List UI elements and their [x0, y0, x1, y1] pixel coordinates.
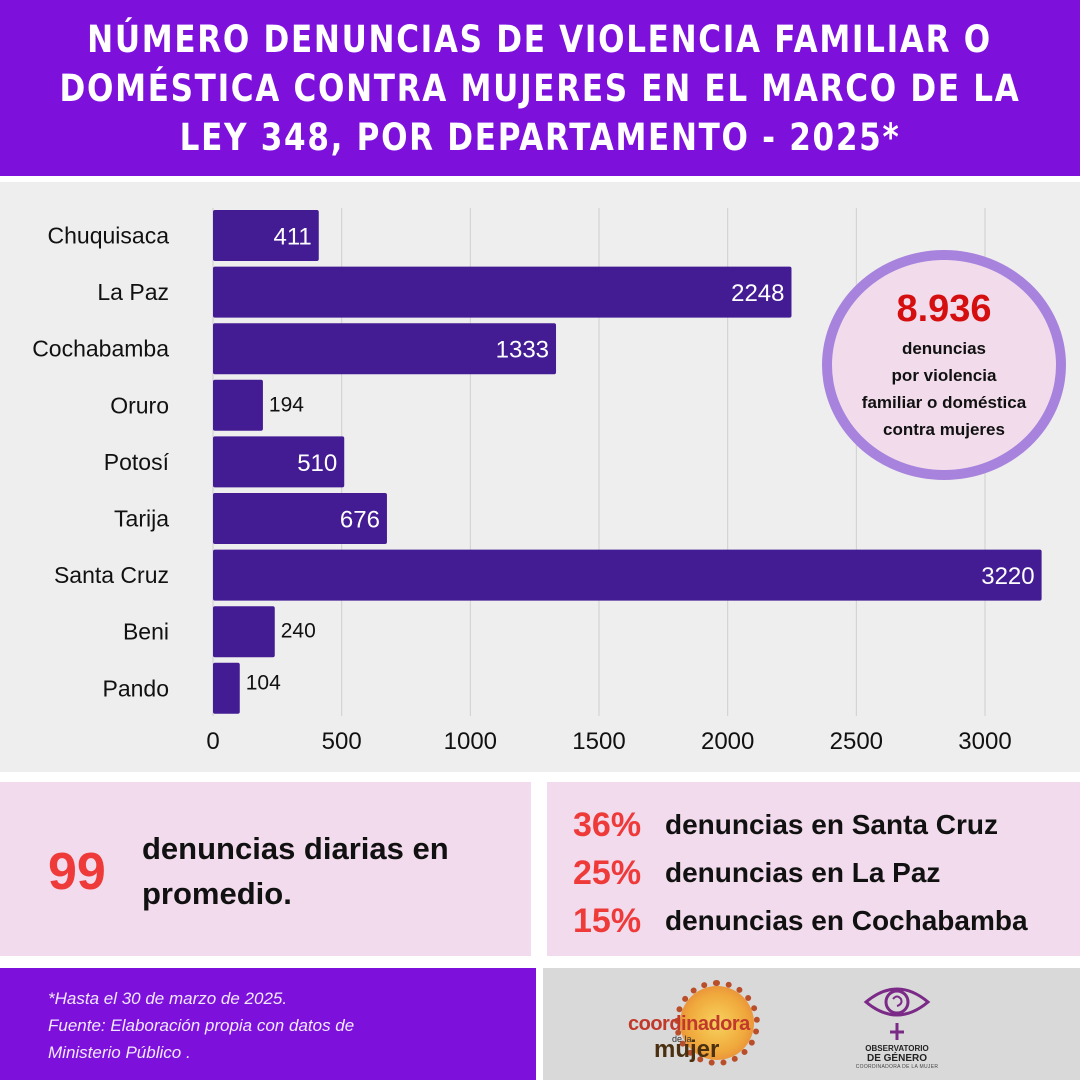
title-line-3: LEY 348, POR DEPARTAMENTO - 2025* [179, 115, 901, 159]
daily-panel [0, 782, 531, 956]
title-line-1: NÚMERO DENUNCIAS DE VIOLENCIA FAMILIAR O [87, 17, 993, 61]
x-tick-label: 2000 [701, 728, 754, 755]
category-label: Beni [123, 619, 169, 645]
bar [213, 606, 275, 658]
category-label: Potosí [104, 449, 170, 475]
total-circle: 8.936 denuncias por violencia familiar o… [834, 262, 1054, 468]
daily-caption-line-1: denuncias diarias en [142, 831, 449, 866]
percentages-panel [547, 782, 1080, 956]
total-caption-line-4: contra mujeres [883, 420, 1005, 439]
coordinadora-logo-word-2: mujer [654, 1036, 720, 1063]
category-label: Cochabamba [32, 336, 169, 362]
percentage-row-la-paz: 25% denuncias en La Paz [573, 849, 940, 897]
bar [213, 323, 557, 375]
category-label: Tarija [114, 506, 169, 532]
observatorio-label-1: OBSERVATORIO [865, 1044, 929, 1053]
data-label: 194 [269, 393, 304, 416]
percentage-label: denuncias en Cochabamba [665, 905, 1028, 936]
data-label: 1333 [496, 337, 549, 364]
daily-caption: denuncias diarias en promedio. [142, 826, 502, 916]
bar [213, 379, 263, 431]
daily-caption-line-2: promedio. [142, 876, 292, 911]
observatorio-logo: OBSERVATORIO DE GÉNERO COORDINADORA DE L… [852, 980, 942, 1075]
total-caption-line-3: familiar o doméstica [861, 393, 1027, 412]
footnote-date: *Hasta el 30 de marzo de 2025. [48, 989, 288, 1008]
bar-chart: 0 500 1000 1500 2000 2500 3000 Chuquisaca 411 La … [32, 208, 1042, 755]
title-line-2: DOMÉSTICA CONTRA MUJERES EN EL MARCO DE … [59, 66, 1021, 110]
bar [213, 436, 345, 488]
bar [213, 662, 240, 714]
percentage-value: 15% [573, 901, 642, 940]
coordinadora-logo: coordinadora de la mujer [620, 980, 760, 1070]
bar [213, 266, 792, 318]
data-label: 510 [297, 450, 337, 477]
total-number: 8.936 [896, 288, 992, 330]
coordinadora-logo-word: coordinadora [628, 1013, 750, 1035]
percentage-label: denuncias en Santa Cruz [665, 809, 998, 840]
header-banner: NÚMERO DENUNCIAS DE VIOLENCIA FAMILIAR O… [0, 0, 1080, 176]
footer-notes-panel [0, 968, 536, 1080]
percentage-label: denuncias en La Paz [665, 857, 941, 888]
footer-logos-panel [543, 968, 1080, 1080]
category-label: La Paz [97, 279, 169, 305]
x-tick-label: 0 [206, 728, 219, 755]
x-tick-label: 1000 [444, 728, 497, 755]
footnote-source-line-2: Ministerio Público . [48, 1043, 191, 1062]
data-label: 3220 [981, 563, 1034, 590]
category-label: Pando [102, 675, 169, 701]
daily-number: 99 [48, 843, 106, 901]
category-label: Santa Cruz [54, 562, 169, 588]
data-label: 240 [281, 620, 316, 643]
percentage-value: 36% [573, 805, 642, 844]
data-label: 2248 [731, 280, 784, 307]
footnote-source-line-1: Fuente: Elaboración propia con datos de [48, 1016, 355, 1035]
bar [213, 493, 387, 544]
data-label: 104 [246, 671, 281, 694]
data-label: 676 [340, 507, 380, 534]
observatorio-label-3: COORDINADORA DE LA MUJER [855, 1064, 939, 1070]
eye-venus-icon [863, 987, 931, 1040]
category-label: Oruro [110, 392, 169, 418]
total-caption: denuncias por violencia familiar o domés… [862, 335, 1026, 443]
total-caption-line-1: denuncias [901, 339, 987, 358]
x-tick-label: 3000 [958, 728, 1011, 755]
category-label: Chuquisaca [48, 223, 170, 249]
x-tick-label: 500 [322, 728, 362, 755]
observatorio-label-2: DE GÉNERO [866, 1053, 927, 1064]
percentage-row-cochabamba: 15% denuncias en Cochabamba [573, 897, 1028, 945]
total-caption-line-2: por violencia [891, 366, 997, 385]
people-ring-icon [674, 980, 760, 1066]
percentage-row-santa-cruz: 36% denuncias en Santa Cruz [573, 801, 998, 849]
percentage-value: 25% [573, 853, 642, 892]
x-tick-label: 1500 [572, 728, 625, 755]
bar [213, 210, 319, 261]
x-tick-label: 2500 [830, 728, 883, 755]
data-label: 411 [273, 224, 311, 251]
coordinadora-logo-small: de la [672, 1034, 692, 1044]
bar [213, 549, 1042, 601]
